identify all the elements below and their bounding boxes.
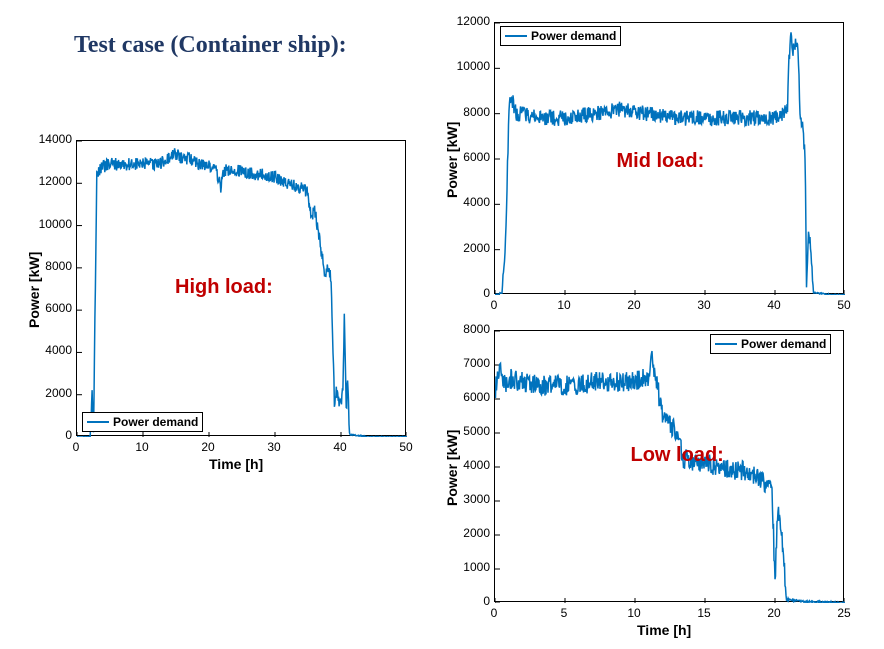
legend-label: Power demand [113,415,198,429]
ytick-label: 2000 [45,386,72,400]
ytick-label: 0 [483,594,490,608]
legend-swatch [505,35,527,37]
xtick-label: 50 [391,440,421,454]
xtick-label: 20 [193,440,223,454]
series-power-demand [495,351,845,603]
ytick-label: 14000 [39,132,72,146]
annotation-high: High load: [175,276,273,299]
ylabel-low: Power [kW] [444,430,460,506]
legend-label: Power demand [741,337,826,351]
ytick-label: 4000 [45,343,72,357]
legend-swatch [715,343,737,345]
ytick-label: 4000 [463,195,490,209]
xtick-label: 10 [549,298,579,312]
ytick-label: 1000 [463,560,490,574]
xtick-label: 10 [619,606,649,620]
annotation-low: Low load: [631,444,724,467]
annotation-mid: Mid load: [617,150,705,173]
xtick-label: 0 [61,440,91,454]
ytick-label: 6000 [463,390,490,404]
ytick-label: 5000 [463,424,490,438]
legend-label: Power demand [531,29,616,43]
legend-low: Power demand [710,334,831,354]
ytick-label: 0 [65,428,72,442]
ytick-label: 0 [483,286,490,300]
ytick-label: 10000 [457,59,490,73]
legend-swatch [87,421,109,423]
ytick-label: 12000 [39,174,72,188]
ytick-label: 2000 [463,526,490,540]
xlabel-high: Time [h] [209,456,263,472]
xtick-label: 20 [759,606,789,620]
xtick-label: 25 [829,606,859,620]
xtick-label: 15 [689,606,719,620]
ytick-label: 6000 [45,301,72,315]
legend-high: Power demand [82,412,203,432]
ytick-label: 4000 [463,458,490,472]
xtick-label: 5 [549,606,579,620]
xtick-label: 10 [127,440,157,454]
legend-mid: Power demand [500,26,621,46]
xtick-label: 30 [259,440,289,454]
xtick-label: 30 [689,298,719,312]
ytick-label: 12000 [457,14,490,28]
ylabel-mid: Power [kW] [444,122,460,198]
xtick-label: 0 [479,606,509,620]
xtick-label: 20 [619,298,649,312]
page-title: Test case (Container ship): [74,32,347,59]
xlabel-low: Time [h] [637,622,691,638]
ytick-label: 6000 [463,150,490,164]
ytick-label: 2000 [463,241,490,255]
ytick-label: 3000 [463,492,490,506]
ylabel-high: Power [kW] [26,252,42,328]
ytick-label: 10000 [39,217,72,231]
ytick-label: 8000 [463,322,490,336]
xtick-label: 40 [325,440,355,454]
xtick-label: 40 [759,298,789,312]
ytick-label: 8000 [45,259,72,273]
xtick-label: 0 [479,298,509,312]
ytick-label: 8000 [463,105,490,119]
xtick-label: 50 [829,298,859,312]
ytick-label: 7000 [463,356,490,370]
